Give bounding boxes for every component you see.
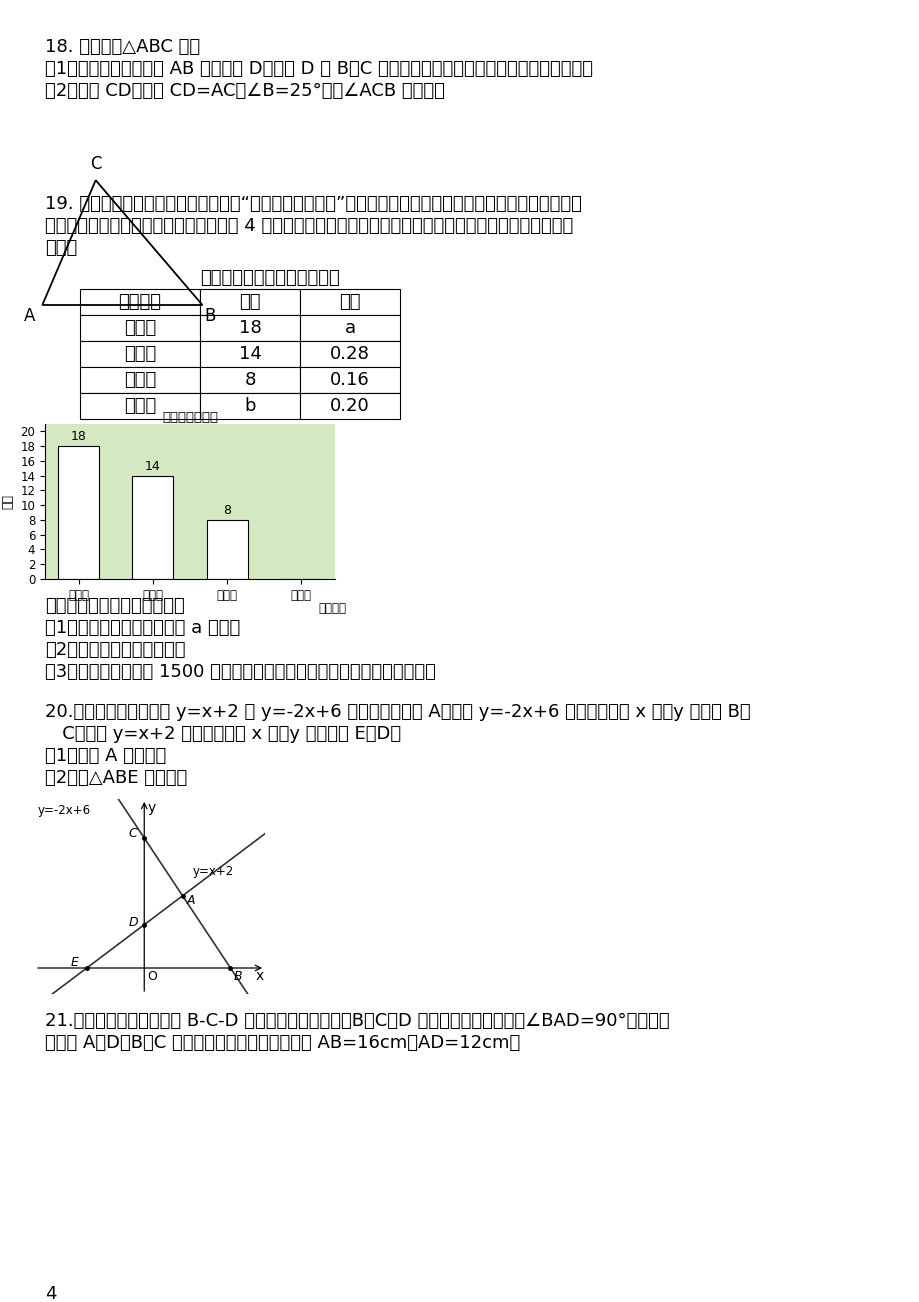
Text: （1）用直尺和圆规，在 AB 上找一点 D，使点 D 到 B、C 两点的距离相等（不写作法．保留作图痕迹）: （1）用直尺和圆规，在 AB 上找一点 D，使点 D 到 B、C 两点的距离相等… [45,60,593,78]
Text: 4: 4 [45,1285,56,1302]
Bar [300,367,400,393]
Text: 频数: 频数 [239,293,260,311]
Bar [80,341,199,367]
Text: 喜剧类: 喜剧类 [124,371,156,389]
Text: D: D [129,915,138,928]
Text: b: b [244,397,255,415]
Text: C: C [90,155,101,173]
Text: B: B [204,307,215,326]
Text: C: C [129,827,137,840]
Text: 国画类: 国画类 [124,397,156,415]
Title: 频数分布直方图: 频数分布直方图 [162,411,218,424]
Text: y=x+2: y=x+2 [193,865,234,878]
Y-axis label: 频数: 频数 [2,493,15,509]
Bar [199,341,300,367]
Text: 8: 8 [244,371,255,389]
Bar [207,519,247,579]
Text: 18: 18 [238,319,261,337]
Text: 21.如图，一扇窗户用支架 B-C-D 固定，当窗户打开时，B、C、D 三点在同一直线上，且∠BAD=90°，当窗户: 21.如图，一扇窗户用支架 B-C-D 固定，当窗户打开时，B、C、D 三点在同… [45,1012,669,1030]
Text: 频率: 频率 [339,293,360,311]
Text: 8: 8 [223,504,231,517]
Text: A: A [187,894,195,907]
Text: （2）求△ABE 的面积．: （2）求△ABE 的面积． [45,769,187,786]
Text: 0.28: 0.28 [330,345,369,363]
Text: 18. 如图，在△ABC 中：: 18. 如图，在△ABC 中： [45,38,200,56]
Bar [300,341,400,367]
Text: 20.如图，已知一次函数 y=x+2 与 y=-2x+6 的图象相交于点 A，函数 y=-2x+6 的图象分别交 x 轴、y 轴于点 B、: 20.如图，已知一次函数 y=x+2 与 y=-2x+6 的图象相交于点 A，函… [45,703,750,721]
Text: 最喜爱的项目类型频数分布表: 最喜爱的项目类型频数分布表 [199,270,339,286]
Text: y=-2x+6: y=-2x+6 [38,805,91,818]
Text: 18: 18 [71,430,86,443]
Text: 14: 14 [238,345,261,363]
Text: x: x [255,969,263,983]
Text: 0.16: 0.16 [330,371,369,389]
Bar [58,447,99,579]
Text: （2）连接 CD，已知 CD=AC，∠B=25°，求∠ACB 的度数．: （2）连接 CD，已知 CD=AC，∠B=25°，求∠ACB 的度数． [45,82,445,100]
Bar [80,393,199,419]
Text: y: y [147,801,155,815]
Text: a: a [344,319,355,337]
Text: 根据以上信息完成下列问题：: 根据以上信息完成下列问题： [45,598,185,615]
Text: （2）补全频数分布直方图；: （2）补全频数分布直方图； [45,641,186,659]
Bar [199,289,300,315]
Bar [80,289,199,315]
Text: 目类型（分为书法、围棋、戏剧、国画共 4 类），并将统计结果绘制成如图不完整的频数分布表及频数分布直: 目类型（分为书法、围棋、戏剧、国画共 4 类），并将统计结果绘制成如图不完整的频… [45,217,573,234]
Text: （1）直接写出频数分布表中 a 的値；: （1）直接写出频数分布表中 a 的値； [45,618,240,637]
Text: 项目类型: 项目类型 [119,293,162,311]
Text: 19. 某校为更好地培养学生兴趣，开展“拓展课程走班选课”活动，随机抽查了部分学生，了解他们最喜爱的项: 19. 某校为更好地培养学生兴趣，开展“拓展课程走班选课”活动，随机抽查了部分学… [45,195,581,214]
Text: A: A [24,307,35,326]
Text: 方图．: 方图． [45,240,77,256]
Text: 14: 14 [145,460,161,473]
Text: 项目类型: 项目类型 [318,603,346,616]
Bar [199,393,300,419]
Text: 0.20: 0.20 [330,397,369,415]
Bar [80,315,199,341]
Text: 围棋类: 围棋类 [124,345,156,363]
Text: O: O [147,970,157,983]
Text: 书法类: 书法类 [124,319,156,337]
Text: （3）若全校共有学生 1500 名，估计该校最喜爱围棋的学生大约有多少人？: （3）若全校共有学生 1500 名，估计该校最喜爱围棋的学生大约有多少人？ [45,663,436,681]
Text: B: B [233,970,242,983]
Text: 关上时 A、D、B、C 依次落在同一直线上，现测得 AB=16cm，AD=12cm．: 关上时 A、D、B、C 依次落在同一直线上，现测得 AB=16cm，AD=12c… [45,1034,519,1052]
Bar [300,315,400,341]
Bar [300,393,400,419]
Text: C，函数 y=x+2 的图象分别与 x 轴、y 轴交于点 E、D．: C，函数 y=x+2 的图象分别与 x 轴、y 轴交于点 E、D． [45,725,401,743]
Bar [300,289,400,315]
Text: （1）求点 A 的坐标；: （1）求点 A 的坐标； [45,747,166,766]
Bar [199,315,300,341]
Bar [80,367,199,393]
Text: E: E [71,956,79,969]
Bar [199,367,300,393]
Bar [132,475,173,579]
